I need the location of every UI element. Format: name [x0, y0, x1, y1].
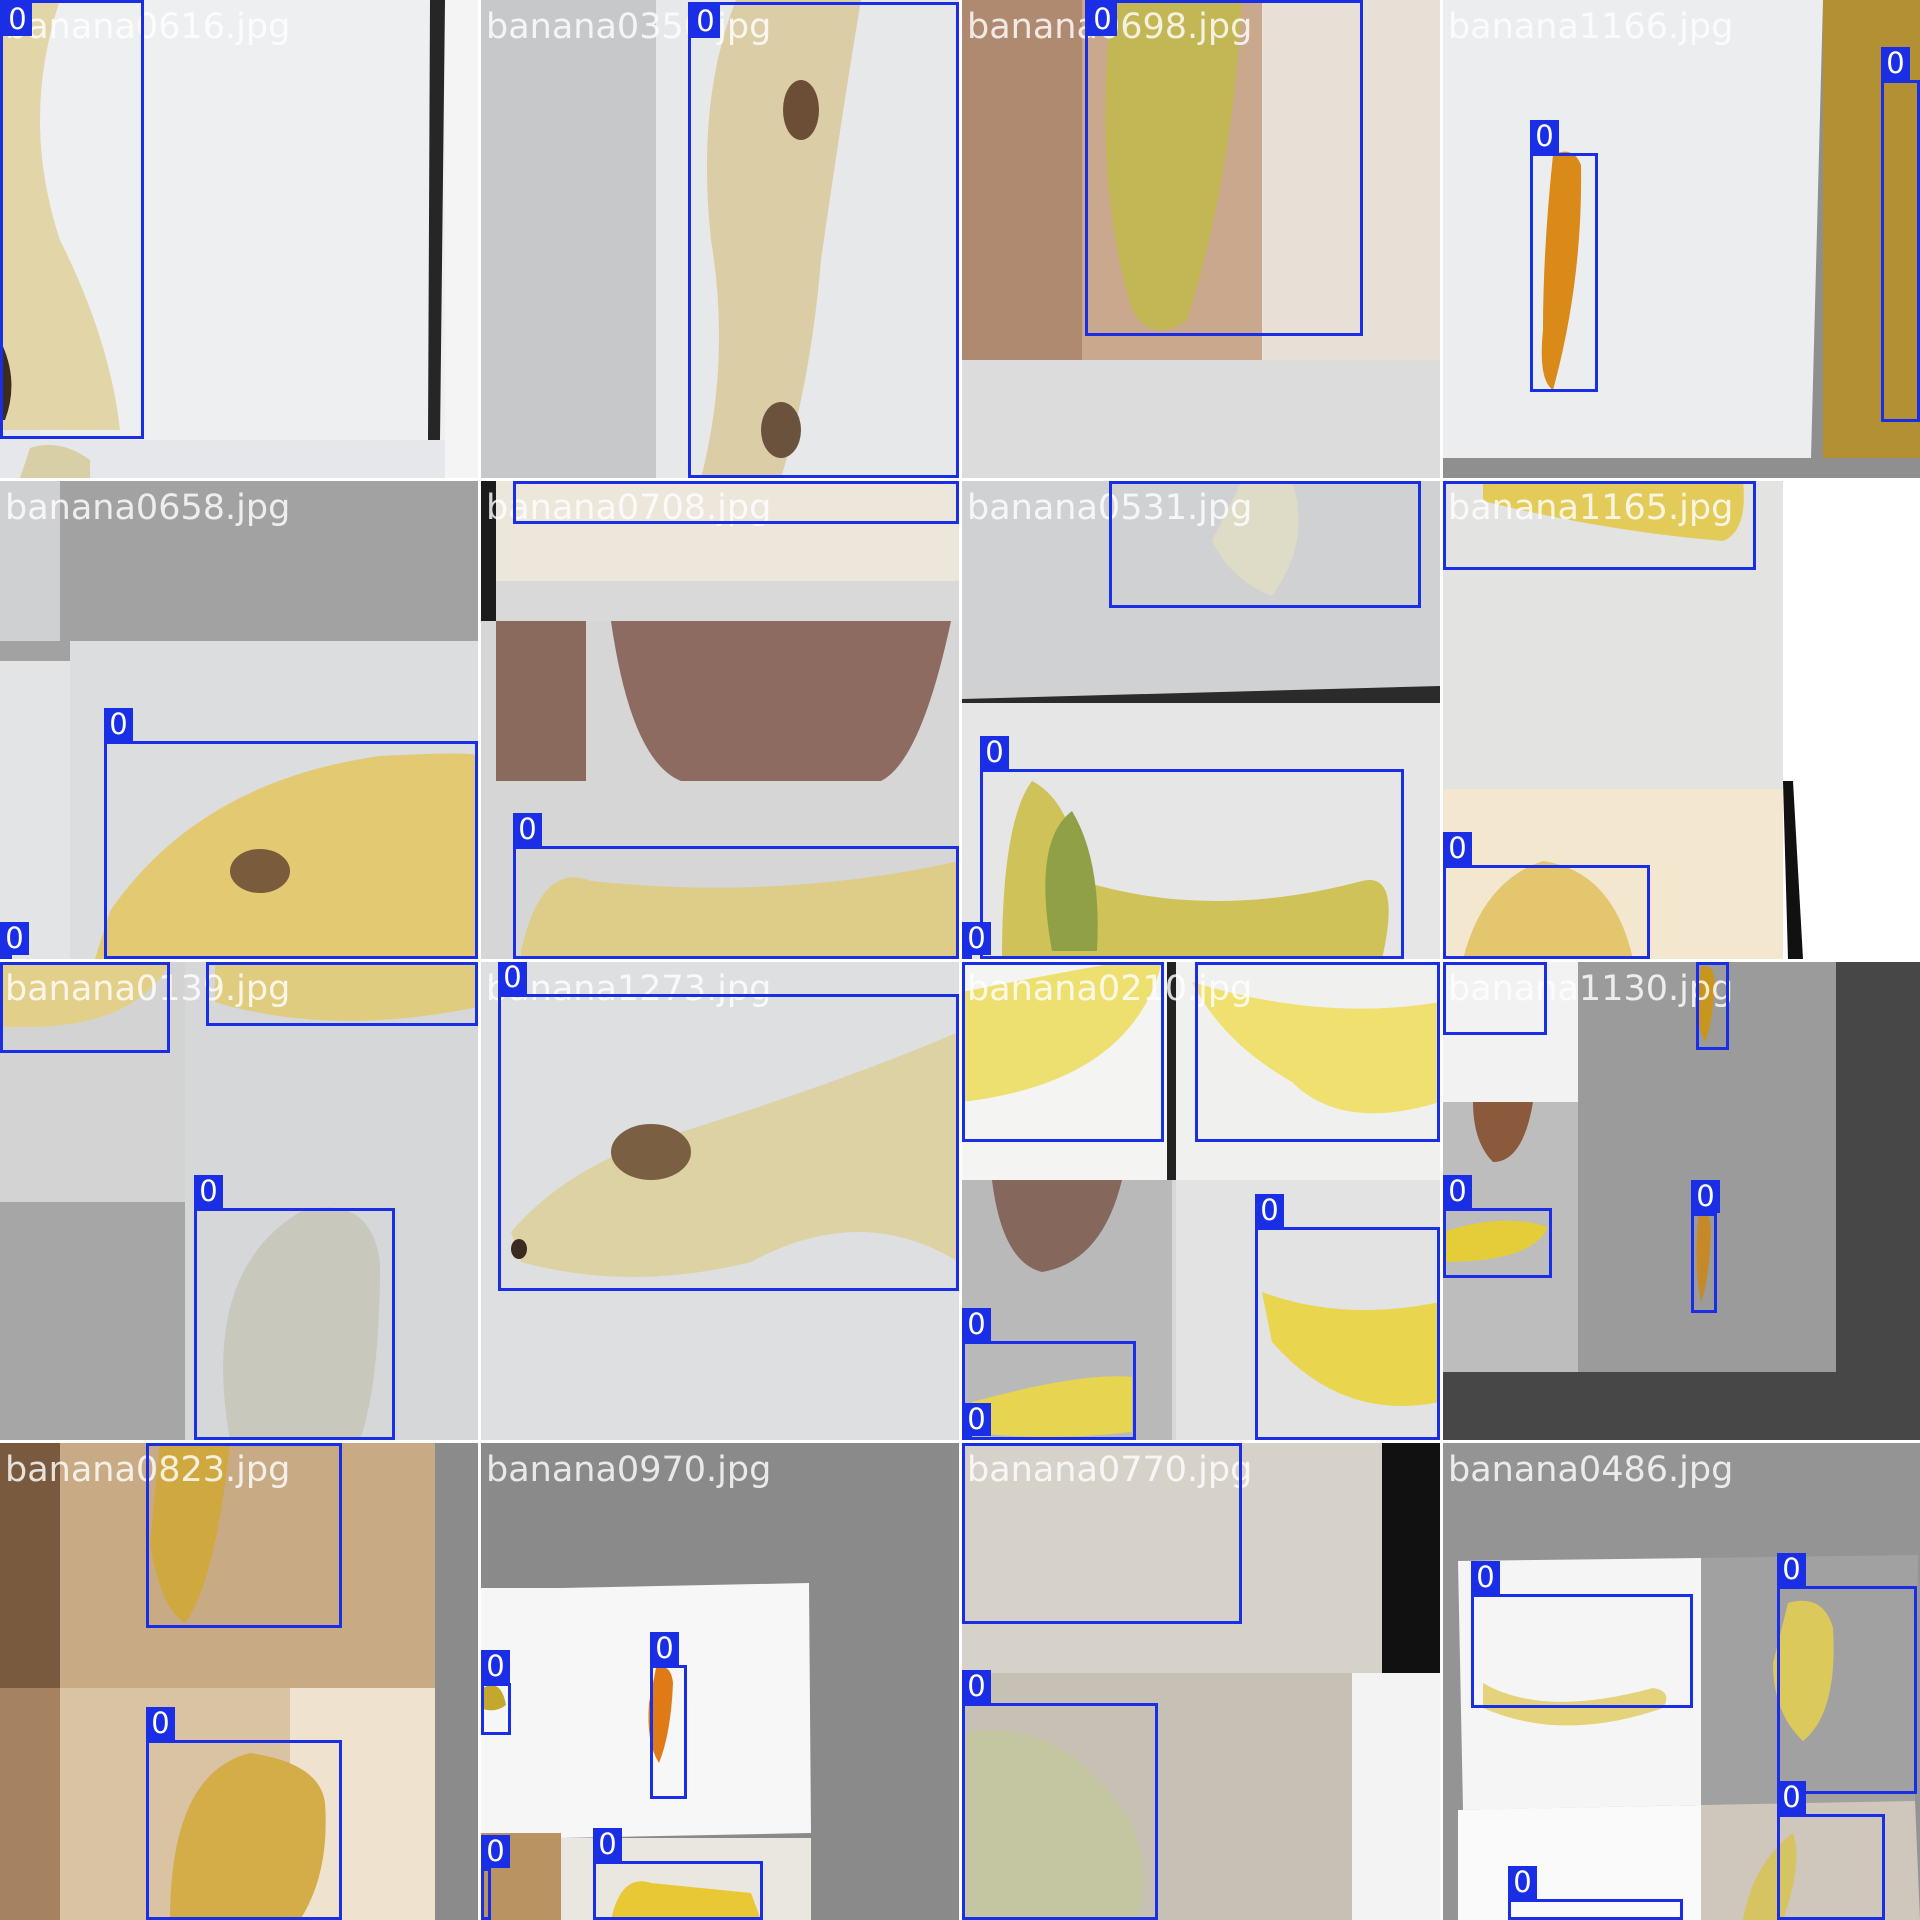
- tile-photo: [0, 1443, 478, 1920]
- detection-box: 0: [1109, 481, 1421, 608]
- class-label: 0: [146, 1707, 175, 1740]
- class-label: 0: [980, 736, 1009, 769]
- mosaic-tile: banana1130.jpg 0 0 0 0: [1443, 962, 1920, 1440]
- detection-box: 0: [1443, 1175, 1552, 1278]
- mosaic-tile: banana1273.jpg 0: [481, 962, 959, 1440]
- mosaic-tile: banana0616.jpg 0: [0, 0, 478, 478]
- class-label: 0: [1777, 1781, 1806, 1814]
- mosaic-tile: banana0708.jpg 0 0: [481, 481, 959, 959]
- detection-box: 0: [1443, 962, 1547, 1035]
- class-label: 0: [1443, 1175, 1472, 1208]
- tile-photo: [1443, 962, 1920, 1440]
- detection-box: 0: [1508, 1866, 1683, 1920]
- mosaic-tile: banana1165.jpg 0 0: [1443, 481, 1920, 959]
- detection-box: 0: [1691, 1180, 1720, 1313]
- detection-box: 0: [980, 736, 1404, 959]
- class-label: 0: [593, 1828, 622, 1861]
- tile-photo: [1443, 481, 1920, 959]
- detection-box: 0: [962, 1308, 1136, 1440]
- mosaic-tile: banana0770.jpg 0 0: [962, 1443, 1440, 1920]
- class-label: 0: [1471, 1561, 1500, 1594]
- detection-box: 0: [1777, 1781, 1885, 1920]
- tile-photo: [0, 0, 478, 478]
- mosaic-tile: banana1166.jpg 0 0: [1443, 0, 1920, 478]
- class-label: 0: [1443, 832, 1472, 865]
- tile-photo: [481, 0, 959, 478]
- detection-box: 0: [1777, 1553, 1917, 1794]
- class-label: 0: [962, 1670, 991, 1703]
- detection-box: 0: [1085, 0, 1363, 336]
- detection-box: 0: [1530, 120, 1598, 392]
- detection-box: 0: [206, 962, 478, 1026]
- mosaic-tile: banana0531.jpg 0 0 0: [962, 481, 1440, 959]
- class-label: 0: [194, 1175, 223, 1208]
- tile-photo: [0, 481, 478, 959]
- detection-box: 0: [962, 1403, 991, 1440]
- tile-photo: [962, 962, 1440, 1440]
- class-label: 0: [1255, 1194, 1284, 1227]
- tile-photo: [1443, 0, 1920, 478]
- detection-box: 0: [1471, 1561, 1693, 1708]
- class-label: 0: [1777, 1553, 1806, 1586]
- detection-box: 0: [0, 0, 144, 439]
- class-label: 0: [650, 1632, 679, 1665]
- tile-photo: [481, 1443, 959, 1920]
- detection-box: 0: [962, 922, 991, 959]
- mosaic-tile: banana0970.jpg 0 0 0 0: [481, 1443, 959, 1920]
- detection-box: 0: [194, 1175, 395, 1440]
- detection-box: 0: [0, 962, 170, 1053]
- tile-photo: [962, 481, 1440, 959]
- mosaic-tile: banana0139.jpg 0 0 0: [0, 962, 478, 1440]
- detection-box: 0: [962, 962, 1164, 1142]
- class-label: 0: [481, 1835, 510, 1868]
- detection-box: 0: [146, 1443, 342, 1628]
- tile-photo: [962, 1443, 1440, 1920]
- class-label: 0: [104, 708, 133, 741]
- detection-box: 0: [1195, 962, 1440, 1142]
- class-label: 0: [1508, 1866, 1537, 1899]
- class-label: 0: [498, 962, 527, 994]
- class-label: 0: [1881, 47, 1910, 80]
- class-label: 0: [3, 3, 32, 36]
- mosaic-tile: banana0823.jpg 0 0: [0, 1443, 478, 1920]
- class-label: 0: [481, 1650, 510, 1683]
- class-label: 0: [0, 922, 29, 955]
- detection-box: 0: [481, 1835, 510, 1920]
- detection-box: 0: [962, 1443, 1242, 1624]
- detection-box: 0: [481, 1650, 511, 1735]
- detection-box: 0: [1255, 1194, 1440, 1440]
- class-label: 0: [962, 1403, 991, 1436]
- class-label: 0: [1088, 3, 1117, 36]
- mosaic-tile: banana0658.jpg 0 0: [0, 481, 478, 959]
- class-label: 0: [513, 813, 542, 846]
- detection-box: 0: [650, 1632, 687, 1799]
- detection-box: 0: [0, 922, 29, 959]
- detection-box: 0: [513, 481, 959, 524]
- detection-box: 0: [513, 813, 959, 959]
- class-label: 0: [962, 922, 991, 955]
- class-label: 0: [691, 5, 720, 38]
- class-label: 0: [962, 1308, 991, 1341]
- mosaic-tile: banana0350.jpg 0: [481, 0, 959, 478]
- detection-box: 0: [1443, 481, 1756, 570]
- detection-box: 0: [1443, 832, 1650, 959]
- detection-box: 0: [498, 962, 959, 1291]
- detection-box: 0: [146, 1707, 342, 1920]
- detection-box: 0: [1696, 962, 1729, 1050]
- detection-box: 0: [593, 1828, 763, 1920]
- detection-box: 0: [962, 1670, 1158, 1920]
- class-label: 0: [1530, 120, 1559, 153]
- detection-box: 0: [688, 2, 959, 478]
- mosaic-tile: banana0698.jpg 0: [962, 0, 1440, 478]
- class-label: 0: [1691, 1180, 1720, 1213]
- tile-photo: [481, 962, 959, 1440]
- tile-photo: [481, 481, 959, 959]
- detection-box: 0: [104, 708, 478, 959]
- mosaic-tile: banana0486.jpg 0 0 0 0: [1443, 1443, 1920, 1920]
- tile-photo: [0, 962, 478, 1440]
- detection-box: 0: [1881, 47, 1920, 422]
- mosaic-tile: banana0210.jpg 0 0 0 0 0: [962, 962, 1440, 1440]
